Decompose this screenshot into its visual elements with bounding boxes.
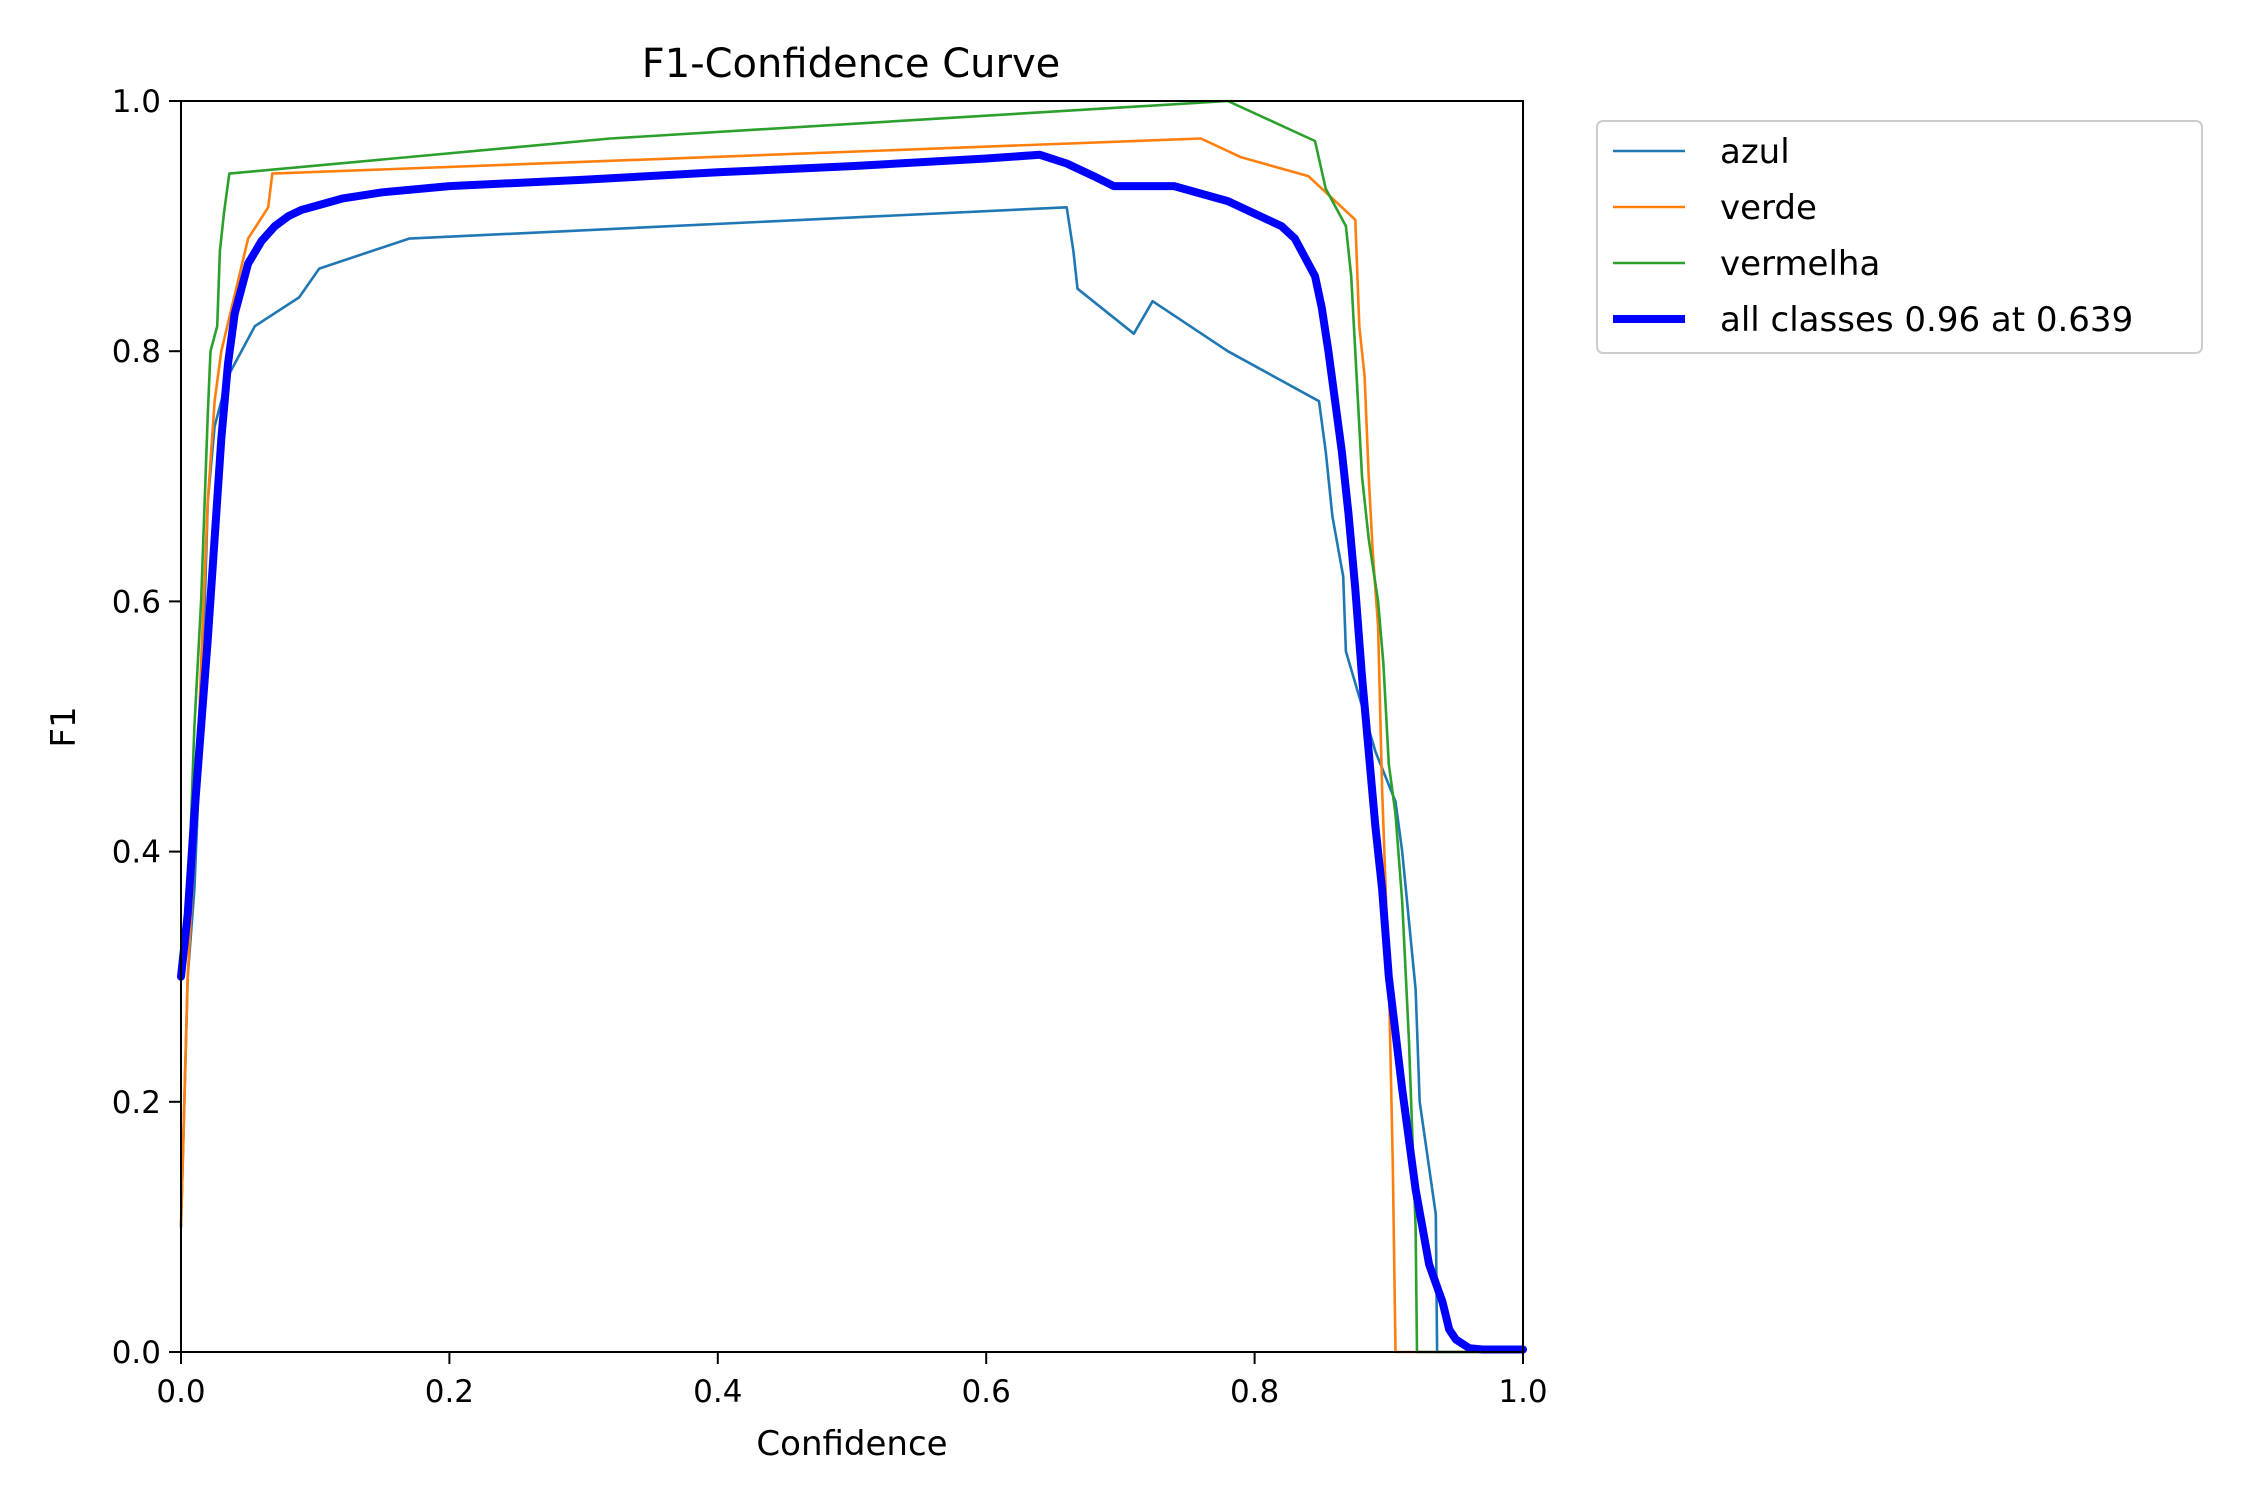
y-tick-label: 0.4 [112, 835, 161, 871]
y-tick-label: 0.6 [112, 584, 161, 620]
x-tick-label: 0.4 [693, 1374, 742, 1410]
series-line-3 [177, 150, 1527, 1354]
legend-label-0: azul [1720, 132, 1790, 172]
y-tick-label: 0.2 [112, 1085, 161, 1121]
x-axis-label: Confidence [756, 1424, 947, 1464]
x-tick-label: 1.0 [1498, 1374, 1547, 1410]
legend-label-3: all classes 0.96 at 0.639 [1720, 300, 2133, 340]
chart-title: F1-Confidence Curve [642, 41, 1061, 87]
y-axis-ticks: 0.0 0.2 0.4 0.6 0.8 1.0 [112, 84, 181, 1371]
series-layer [177, 99, 1527, 1354]
y-axis-label: F1 [44, 706, 84, 747]
plot-frame [180, 100, 1524, 1353]
series-line-1 [179, 137, 1525, 1354]
legend-box [1596, 120, 2203, 354]
plot-area [177, 99, 1527, 1354]
x-tick-label: 0.2 [425, 1374, 474, 1410]
y-tick-label: 0.8 [112, 334, 161, 370]
legend-label-1: verde [1720, 188, 1817, 228]
y-tick-label: 1.0 [112, 84, 161, 120]
y-tick-label: 0.0 [112, 1335, 161, 1371]
series-line-2 [179, 99, 1525, 1354]
x-tick-label: 0.0 [156, 1374, 205, 1410]
legend-label-2: vermelha [1720, 244, 1880, 284]
x-tick-label: 0.6 [962, 1374, 1011, 1410]
x-axis-ticks: 0.0 0.2 0.4 0.6 0.8 1.0 [156, 1352, 1548, 1410]
series-line-0 [179, 206, 1525, 1354]
x-tick-label: 0.8 [1230, 1374, 1279, 1410]
legend: azul verde vermelha all classes 0.96 at 0.6… [1596, 120, 2203, 354]
